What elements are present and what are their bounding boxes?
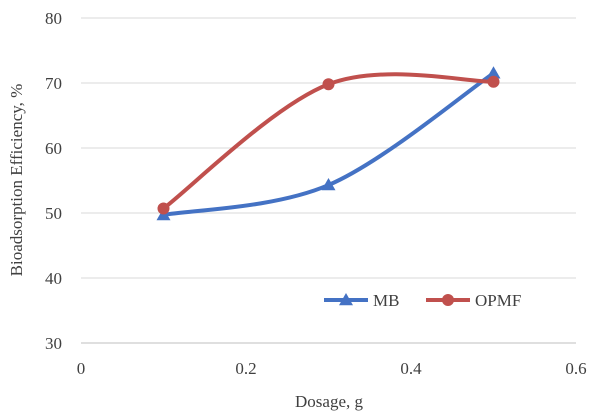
data-point-mb <box>486 66 501 79</box>
x-tick-label: 0.4 <box>400 359 422 378</box>
x-tick-label: 0.2 <box>235 359 256 378</box>
y-tick-label: 60 <box>45 139 62 158</box>
legend: MB OPMF <box>324 291 521 310</box>
data-point-mb <box>321 178 336 191</box>
data-point-opmf <box>322 78 335 91</box>
legend-label-opmf: OPMF <box>475 291 521 310</box>
tick-labels: 30 40 50 60 70 80 0 0.2 0.4 0.6 <box>45 9 587 378</box>
legend-label-mb: MB <box>373 291 399 310</box>
x-tick-label: 0 <box>77 359 86 378</box>
x-axis-title: Dosage, g <box>295 392 363 411</box>
y-tick-label: 70 <box>45 74 62 93</box>
gridlines <box>81 17 576 279</box>
y-tick-label: 30 <box>45 334 62 353</box>
y-axis-title: Bioadsorption Efficiency, % <box>7 84 26 277</box>
data-point-opmf <box>157 202 170 215</box>
y-tick-label: 80 <box>45 9 62 28</box>
legend-marker-opmf <box>442 294 454 306</box>
y-tick-label: 50 <box>45 204 62 223</box>
series-line-mb <box>161 71 496 217</box>
series-group <box>156 66 501 221</box>
legend-marker-mb <box>339 293 353 306</box>
x-tick-label: 0.6 <box>565 359 586 378</box>
y-tick-label: 40 <box>45 269 62 288</box>
data-point-opmf <box>487 75 500 88</box>
